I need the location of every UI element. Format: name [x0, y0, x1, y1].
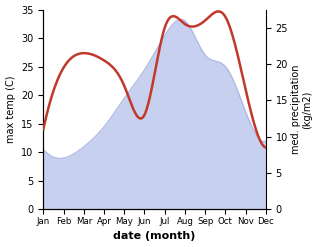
Y-axis label: med. precipitation
(kg/m2): med. precipitation (kg/m2) [291, 65, 313, 154]
Y-axis label: max temp (C): max temp (C) [5, 76, 16, 143]
X-axis label: date (month): date (month) [114, 231, 196, 242]
